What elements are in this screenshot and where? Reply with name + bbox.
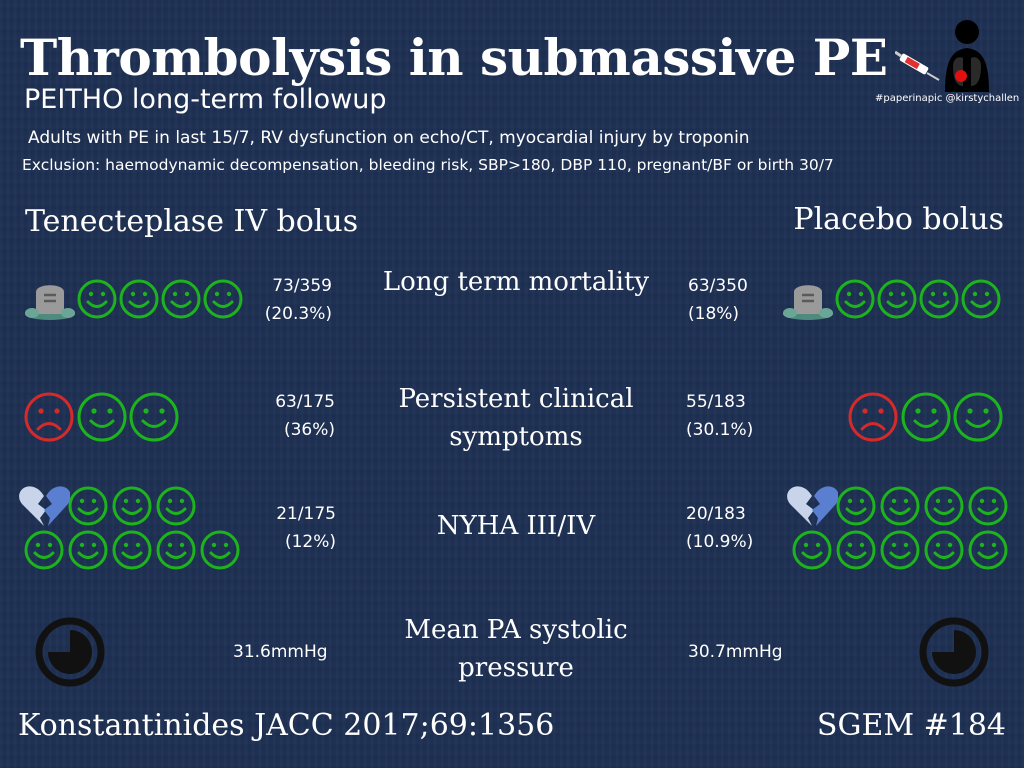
happy-face-icon	[953, 392, 1003, 442]
control-nyha-count: 20/183	[686, 504, 746, 524]
happy-face-icon	[203, 279, 243, 319]
control-nyha-icons	[787, 484, 1010, 572]
happy-face-icon	[836, 486, 876, 526]
control-pressure-gauge-icon	[918, 616, 990, 692]
broken-heart-icon	[19, 486, 70, 526]
happy-face-icon	[77, 279, 117, 319]
happy-face-icon	[156, 486, 196, 526]
control-mortality-count: 63/350	[688, 276, 748, 296]
happy-face-icon	[835, 279, 875, 319]
page-subtitle: PEITHO long-term followup	[24, 84, 387, 115]
control-mortality-value: 63/350 (18%)	[688, 272, 748, 328]
outcome-pressure-label: Mean PA systolic pressure	[404, 615, 628, 683]
gravestone-icon	[25, 285, 75, 320]
control-symptoms-value: 55/183 (30.1%)	[686, 388, 753, 444]
treatment-mortality-icons	[24, 278, 244, 320]
treatment-symptoms-pct: (36%)	[283, 420, 335, 440]
happy-face-icon	[119, 279, 159, 319]
happy-face-icon	[877, 279, 917, 319]
happy-face-icon	[901, 392, 951, 442]
happy-face-icon	[836, 530, 876, 570]
happy-face-icon	[924, 530, 964, 570]
happy-face-icon	[961, 279, 1001, 319]
sad-face-icon	[848, 392, 898, 442]
treatment-symptoms-value: 63/175 (36%)	[215, 388, 335, 444]
control-symptoms-icons	[846, 390, 1004, 444]
treatment-nyha-pct: (12%)	[284, 532, 336, 552]
treatment-pressure-value: 31.6mmHg	[233, 642, 328, 662]
happy-face-icon	[112, 486, 152, 526]
broken-heart-icon	[787, 486, 838, 526]
happy-face-icon	[68, 486, 108, 526]
exclusion-criteria: Exclusion: haemodynamic decompensation, …	[22, 156, 834, 174]
control-mortality-icons	[782, 278, 1002, 320]
treatment-nyha-count: 21/175	[276, 504, 336, 524]
outcome-nyha-label: NYHA III/IV	[436, 511, 596, 541]
happy-face-icon	[919, 279, 959, 319]
control-symptoms-count: 55/183	[686, 392, 746, 412]
happy-face-icon	[161, 279, 201, 319]
syringe-icon	[894, 50, 940, 81]
happy-face-icon	[68, 530, 108, 570]
control-symptoms-pct: (30.1%)	[686, 420, 754, 440]
treatment-nyha-icons	[19, 484, 242, 572]
control-nyha-value: 20/183 (10.9%)	[686, 500, 753, 556]
happy-face-icon	[200, 530, 240, 570]
happy-face-icon	[156, 530, 196, 570]
treatment-arm-label: Tenecteplase IV bolus	[25, 204, 359, 239]
outcome-mortality-label: Long term mortality	[382, 267, 650, 297]
control-mortality-pct: (18%)	[688, 304, 740, 324]
happy-face-icon	[924, 486, 964, 526]
lungs-syringe-logo	[894, 16, 1007, 96]
happy-face-icon	[880, 530, 920, 570]
happy-face-icon	[77, 392, 127, 442]
citation-reference: Konstantinides JACC 2017;69:1356	[18, 708, 555, 743]
treatment-mortality-pct: (20.3%)	[264, 304, 332, 324]
page-title: Thrombolysis in submassive PE	[20, 28, 888, 87]
treatment-symptoms-count: 63/175	[275, 392, 335, 412]
treatment-mortality-count: 73/359	[272, 276, 332, 296]
happy-face-icon	[792, 530, 832, 570]
happy-face-icon	[968, 530, 1008, 570]
treatment-symptoms-icons	[22, 390, 180, 444]
gravestone-icon	[783, 285, 833, 320]
episode-label: SGEM #184	[816, 708, 1006, 743]
outcome-symptoms-label: Persistent clinical symptoms	[398, 384, 634, 452]
control-nyha-pct: (10.9%)	[686, 532, 754, 552]
sad-face-icon	[24, 392, 74, 442]
control-arm-label: Placebo bolus	[793, 202, 1004, 237]
happy-face-icon	[968, 486, 1008, 526]
treatment-nyha-value: 21/175 (12%)	[216, 500, 336, 556]
happy-face-icon	[112, 530, 152, 570]
treatment-pressure-gauge-icon	[34, 616, 106, 692]
control-pressure-value: 30.7mmHg	[688, 642, 783, 662]
hashtag-credit: #paperinapic @kirstychallen	[875, 93, 1020, 104]
happy-face-icon	[880, 486, 920, 526]
happy-face-icon	[24, 530, 64, 570]
inclusion-criteria: Adults with PE in last 15/7, RV dysfunct…	[28, 128, 750, 148]
happy-face-icon	[129, 392, 179, 442]
treatment-mortality-value: 73/359 (20.3%)	[212, 272, 332, 328]
person-silhouette-icon	[945, 20, 989, 92]
